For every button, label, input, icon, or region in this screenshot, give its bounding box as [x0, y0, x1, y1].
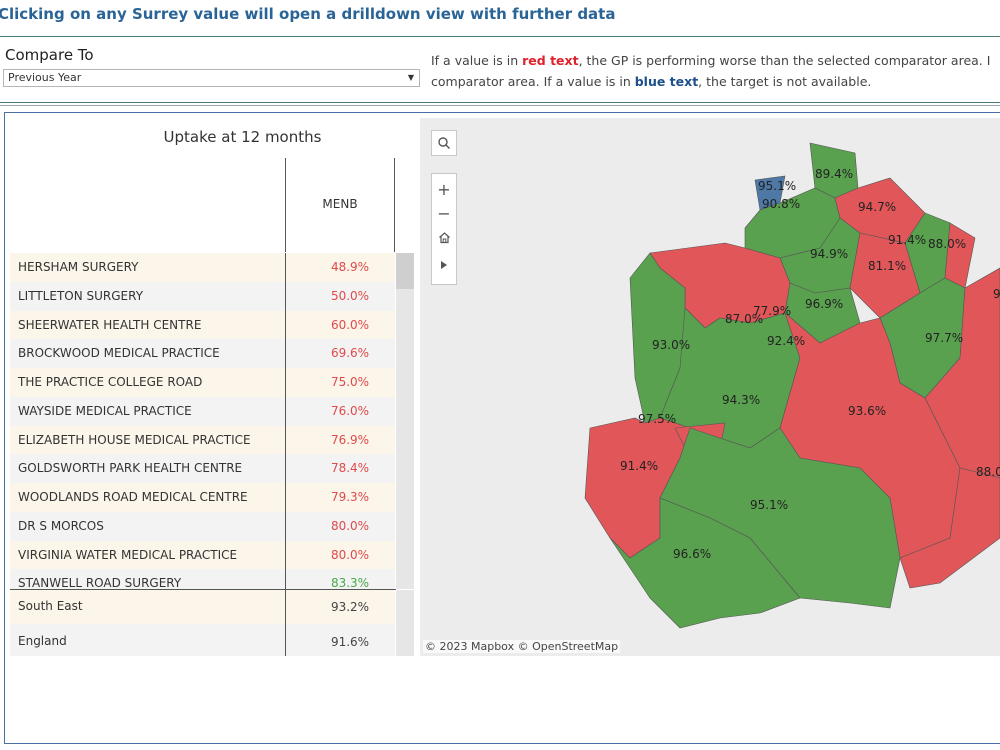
practice-name: GOLDSWORTH PARK HEALTH CENTRE — [18, 461, 243, 476]
practice-name: WAYSIDE MEDICAL PRACTICE — [18, 403, 192, 418]
column-divider — [285, 253, 286, 656]
divider — [0, 102, 1000, 103]
column-header-menb[interactable]: MENB — [322, 197, 358, 211]
region[interactable] — [609, 497, 801, 629]
area-name: South East — [18, 599, 83, 613]
map-label: 90.8% — [762, 197, 800, 211]
practice-name: ELIZABETH HOUSE MEDICAL PRACTICE — [18, 432, 251, 447]
map-label: 95.1% — [750, 498, 788, 512]
practice-name: SHEERWATER HEALTH CENTRE — [18, 317, 202, 332]
menb-value[interactable]: 75.0% — [330, 375, 370, 389]
map-label: 97.5% — [638, 412, 676, 426]
map-label: 96.9% — [805, 297, 843, 311]
table-row[interactable]: BROCKWOOD MEDICAL PRACTICE 69.6% — [10, 339, 395, 368]
map-label: 88.0 — [976, 465, 1000, 479]
compare-to-label: Compare To — [5, 46, 94, 64]
summary-row[interactable]: South East 93.2% — [10, 590, 395, 624]
area-name: England — [18, 634, 67, 648]
practice-name: THE PRACTICE COLLEGE ROAD — [18, 375, 203, 389]
map-label: 94.3% — [722, 393, 760, 407]
map-label: 91.4% — [620, 459, 658, 473]
table-row[interactable]: DR S MORCOS 80.0% — [10, 511, 395, 541]
table-row[interactable]: SHEERWATER HEALTH CENTRE 60.0% — [10, 310, 395, 340]
menb-value[interactable]: 76.0% — [330, 403, 370, 418]
region[interactable] — [899, 467, 1000, 589]
page-title: Clicking on any Surrey value will open a… — [0, 5, 616, 23]
practice-name: HERSHAM SURGERY — [18, 260, 139, 274]
table-row[interactable]: WOODLANDS ROAD MEDICAL CENTRE 79.3% — [10, 483, 395, 512]
zoom-controls: + − — [431, 173, 457, 285]
table-title: Uptake at 12 months — [163, 128, 322, 146]
map-label: 95.1% — [758, 179, 796, 193]
map-label: 89.4% — [815, 167, 853, 181]
menb-value[interactable]: 76.9% — [330, 432, 370, 447]
legend-info: If a value is in red text, the GP is per… — [431, 53, 991, 89]
map-label: 92.4% — [767, 334, 805, 348]
red-text-key: red text — [522, 53, 579, 68]
summary-scrollbar[interactable] — [396, 590, 414, 656]
dashboard-frame — [4, 112, 1000, 744]
divider — [0, 105, 1000, 106]
compare-to-value: Previous Year — [8, 71, 82, 84]
divider — [0, 36, 1000, 37]
chevron-down-icon: ▼ — [407, 73, 414, 82]
map-svg[interactable]: 95.1% 89.4% 90.8% 94.7% 91.4% 88.0% 94.9… — [420, 118, 1000, 656]
map-label: 91.4% — [888, 233, 926, 247]
map-label: 93.6% — [848, 404, 886, 418]
menb-value[interactable]: 83.3% — [330, 576, 370, 589]
menb-value[interactable]: 50.0% — [330, 288, 370, 303]
map-label: 88.0% — [928, 237, 966, 251]
compare-to-select[interactable]: Previous Year ▼ — [3, 69, 420, 87]
menb-value[interactable]: 79.3% — [330, 490, 370, 504]
area-value: 93.2% — [330, 600, 370, 614]
map-label: 9 — [993, 287, 1000, 301]
menb-value[interactable]: 69.6% — [330, 346, 370, 361]
search-icon[interactable] — [431, 130, 457, 156]
play-arrow-icon[interactable] — [432, 252, 456, 278]
zoom-in-icon[interactable]: + — [437, 179, 451, 199]
table-row[interactable]: ELIZABETH HOUSE MEDICAL PRACTICE 76.9% — [10, 425, 395, 455]
menb-value[interactable]: 80.0% — [330, 518, 370, 533]
map-label: 93.0% — [652, 338, 690, 352]
surrey-map[interactable]: 95.1% 89.4% 90.8% 94.7% 91.4% 88.0% 94.9… — [420, 118, 1000, 656]
scrollbar-thumb[interactable] — [396, 253, 414, 289]
menb-value[interactable]: 60.0% — [330, 317, 370, 332]
summary-divider — [10, 589, 396, 590]
table-row[interactable]: LITTLETON SURGERY 50.0% — [10, 281, 395, 311]
map-label: 96.6% — [673, 547, 711, 561]
table-row[interactable]: GOLDSWORTH PARK HEALTH CENTRE 78.4% — [10, 454, 395, 483]
menb-value[interactable]: 80.0% — [330, 547, 370, 562]
practice-name: BROCKWOOD MEDICAL PRACTICE — [18, 346, 220, 361]
area-value: 91.6% — [330, 635, 370, 649]
table-row[interactable]: HERSHAM SURGERY 48.9% — [10, 253, 395, 282]
map-label: 77.9% — [753, 304, 791, 318]
practice-name: DR S MORCOS — [18, 518, 104, 533]
practice-name: LITTLETON SURGERY — [18, 288, 144, 303]
column-divider — [394, 158, 395, 252]
zoom-out-icon[interactable]: − — [437, 203, 451, 223]
practice-name: VIRGINIA WATER MEDICAL PRACTICE — [18, 547, 238, 562]
table-row[interactable]: VIRGINIA WATER MEDICAL PRACTICE 80.0% — [10, 540, 395, 570]
table-row[interactable]: STANWELL ROAD SURGERY 83.3% — [10, 569, 395, 589]
map-label: 97.7% — [925, 331, 963, 345]
menb-value[interactable]: 48.9% — [330, 260, 370, 274]
column-divider — [285, 158, 286, 252]
map-attribution[interactable]: © 2023 Mapbox © OpenStreetMap — [423, 640, 621, 653]
table-row[interactable]: THE PRACTICE COLLEGE ROAD 75.0% — [10, 368, 395, 397]
map-label: 94.9% — [810, 247, 848, 261]
blue-text-key: blue text — [634, 74, 699, 89]
menb-value[interactable]: 78.4% — [330, 461, 370, 476]
table-scrollbar[interactable] — [396, 253, 414, 589]
summary-row[interactable]: England 91.6% — [10, 624, 395, 656]
map-label: 81.1% — [868, 259, 906, 273]
home-icon[interactable] — [432, 224, 456, 250]
map-label: 87.0% — [725, 312, 763, 326]
map-label: 94.7% — [858, 200, 896, 214]
table-row[interactable]: WAYSIDE MEDICAL PRACTICE 76.0% — [10, 396, 395, 426]
practice-name: WOODLANDS ROAD MEDICAL CENTRE — [18, 490, 248, 504]
practice-name: STANWELL ROAD SURGERY — [18, 576, 182, 589]
